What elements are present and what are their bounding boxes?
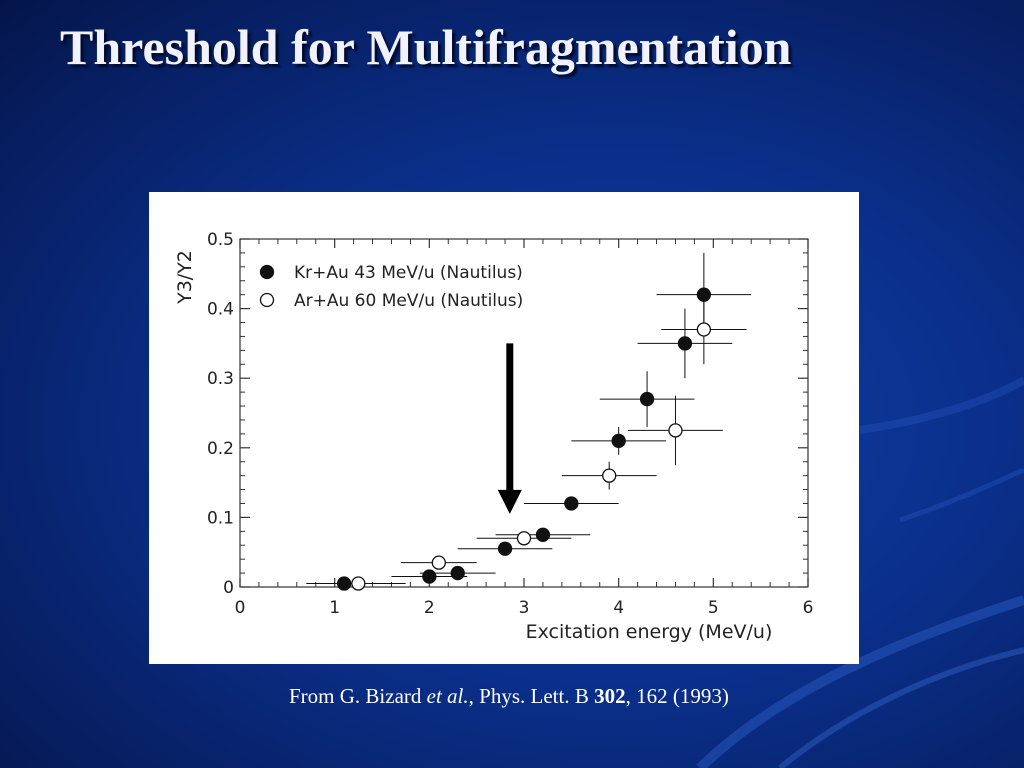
open-circle-point: [696, 322, 712, 337]
filled-circle-point: [639, 391, 655, 407]
x-tick-label: 4: [613, 598, 624, 618]
x-tick-label: 0: [235, 598, 246, 618]
open-circle-point: [602, 468, 617, 483]
filled-circle-point: [422, 569, 437, 584]
data-points: [306, 252, 752, 591]
axis-ticks: 0 1 2 3 4 5 6 0 0.1 0.2 0.3 0.4 0.5: [207, 230, 813, 618]
slide-title: Threshold for Multifragmentation: [60, 19, 792, 75]
open-circle-point: [351, 576, 366, 591]
legend: Kr+Au 43 MeV/u (Nautilus) Ar+Au 60 MeV/u …: [259, 263, 523, 311]
x-tick-label: 1: [329, 598, 340, 618]
x-tick-label: 6: [803, 598, 814, 618]
x-tick-label: 5: [708, 598, 719, 618]
filled-circle-point: [611, 433, 626, 448]
y-axis-title: Y3/Y2: [174, 250, 196, 305]
filled-circle-point: [564, 496, 579, 511]
y-tick-label: 0.3: [207, 369, 234, 389]
arrow-head: [497, 489, 522, 514]
filled-circle-point: [677, 336, 693, 351]
y-tick-label: 0: [223, 578, 234, 598]
caption-etal: et al.: [426, 684, 469, 708]
open-circle-point: [431, 555, 446, 570]
x-axis-title: Excitation energy (MeV/u): [526, 621, 773, 643]
caption-volume: 302: [594, 684, 626, 708]
y-tick-label: 0.1: [207, 508, 234, 528]
x-tick-label: 2: [424, 598, 435, 618]
legend-filled-circle: [259, 264, 275, 280]
open-circle-point: [516, 531, 532, 546]
filled-circle-point: [497, 541, 513, 556]
caption-prefix: From G. Bizard: [289, 684, 427, 708]
legend-entry-label: Ar+Au 60 MeV/u (Nautilus): [294, 291, 523, 311]
x-tick-label: 3: [519, 598, 530, 618]
caption-journal: , Phys. Lett. B: [468, 684, 595, 708]
caption-rest: , 162 (1993): [625, 684, 729, 708]
filled-circle-point: [450, 565, 465, 581]
threshold-arrow: [497, 343, 522, 514]
open-circle-point: [668, 423, 683, 438]
filled-circle-point: [535, 527, 551, 542]
y-tick-label: 0.4: [207, 300, 234, 320]
y-tick-label: 0.5: [207, 230, 234, 250]
scatter-chart: 0 1 2 3 4 5 6 0 0.1 0.2 0.3 0.4 0.5 Y3/Y2 Excitation…: [174, 230, 813, 643]
y-tick-label: 0.2: [207, 439, 234, 459]
legend-open-circle: [259, 292, 275, 308]
citation-caption: From G. Bizard et al., Phys. Lett. B 302…: [289, 684, 729, 709]
legend-entry-label: Kr+Au 43 MeV/u (Nautilus): [294, 263, 523, 283]
chart-panel: 0 1 2 3 4 5 6 0 0.1 0.2 0.3 0.4 0.5 Y3/Y2 Excitation…: [149, 192, 859, 664]
